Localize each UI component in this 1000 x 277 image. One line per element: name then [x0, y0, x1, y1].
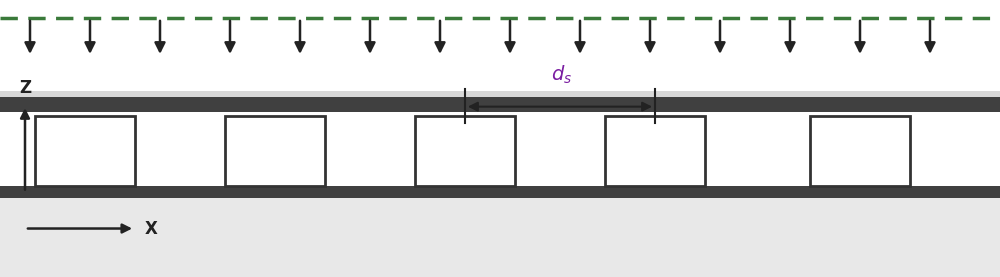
Bar	[35, 116, 135, 186]
Bar	[605, 116, 705, 186]
Bar	[810, 116, 910, 186]
Bar	[0, 91, 1000, 98]
Text: X: X	[145, 220, 158, 237]
Bar	[0, 97, 1000, 112]
Bar	[0, 198, 1000, 277]
Text: $d_s$: $d_s$	[551, 63, 573, 86]
Bar	[0, 186, 1000, 198]
Bar	[415, 116, 515, 186]
Text: Z: Z	[19, 79, 31, 97]
Bar	[225, 116, 325, 186]
